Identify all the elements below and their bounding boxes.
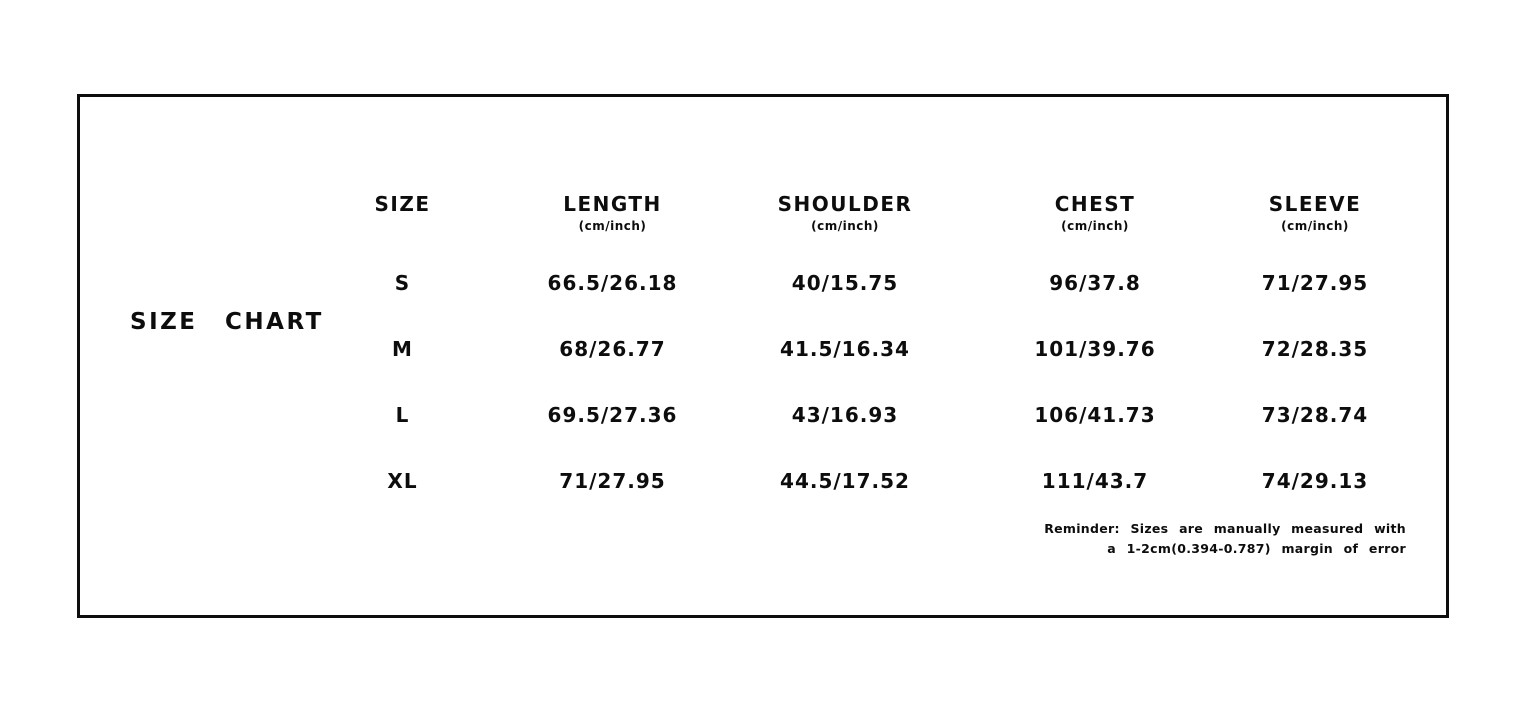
- table-row-m-shoulder: 41.5/16.34: [720, 316, 970, 382]
- column-label: SLEEVE: [1268, 192, 1362, 216]
- table-row-l-size: L: [300, 382, 505, 448]
- chest-value: 111/43.7: [1041, 469, 1149, 493]
- length-value: 68/26.77: [559, 337, 666, 361]
- table-row-l-sleeve: 73/28.74: [1220, 382, 1410, 448]
- shoulder-value: 41.5/16.34: [780, 337, 910, 361]
- sleeve-value: 71/27.95: [1261, 271, 1369, 295]
- table-row-s-sleeve: 71/27.95: [1220, 250, 1410, 316]
- table-row-s-chest: 96/37.8: [970, 250, 1220, 316]
- sleeve-value: 74/29.13: [1261, 469, 1369, 493]
- table-row-m-sleeve: 72/28.35: [1220, 316, 1410, 382]
- column-label: LENGTH: [563, 192, 662, 216]
- page-title: SIZE CHART: [130, 309, 324, 335]
- chest-value: 101/39.76: [1034, 337, 1156, 361]
- table-row-m-size: M: [300, 316, 505, 382]
- column-unit: (cm/inch): [1281, 219, 1349, 233]
- table-row-xl-size: XL: [300, 448, 505, 514]
- size-value: M: [392, 337, 413, 361]
- length-value: 71/27.95: [559, 469, 666, 493]
- table-row-l-chest: 106/41.73: [970, 382, 1220, 448]
- size-value: L: [395, 403, 410, 427]
- shoulder-value: 43/16.93: [791, 403, 899, 427]
- length-value: 66.5/26.18: [547, 271, 678, 295]
- column-header-length: LENGTH (cm/inch): [505, 188, 720, 250]
- table-row-m-chest: 101/39.76: [970, 316, 1220, 382]
- table-row-xl-sleeve: 74/29.13: [1220, 448, 1410, 514]
- shoulder-value: 44.5/17.52: [780, 469, 910, 493]
- column-header-chest: CHEST (cm/inch): [970, 188, 1220, 250]
- table-row-xl-shoulder: 44.5/17.52: [720, 448, 970, 514]
- column-label: SHOULDER: [777, 192, 913, 216]
- table-row-l-length: 69.5/27.36: [505, 382, 720, 448]
- sleeve-value: 73/28.74: [1261, 403, 1369, 427]
- shoulder-value: 40/15.75: [791, 271, 899, 295]
- table-row-m-length: 68/26.77: [505, 316, 720, 382]
- length-value: 69.5/27.36: [547, 403, 678, 427]
- table-row-s-shoulder: 40/15.75: [720, 250, 970, 316]
- table-row-s-length: 66.5/26.18: [505, 250, 720, 316]
- chest-value: 106/41.73: [1034, 403, 1156, 427]
- table-row-xl-chest: 111/43.7: [970, 448, 1220, 514]
- reminder-line-2: a 1-2cm(0.394-0.787) margin of error: [1107, 541, 1406, 556]
- column-header-shoulder: SHOULDER (cm/inch): [720, 188, 970, 250]
- table-row-l-shoulder: 43/16.93: [720, 382, 970, 448]
- sleeve-value: 72/28.35: [1261, 337, 1369, 361]
- column-unit: (cm/inch): [1061, 219, 1129, 233]
- column-header-sleeve: SLEEVE (cm/inch): [1220, 188, 1410, 250]
- table-row-xl-length: 71/27.95: [505, 448, 720, 514]
- column-unit: (cm/inch): [811, 219, 879, 233]
- size-value: XL: [387, 469, 418, 493]
- size-value: S: [394, 271, 411, 295]
- column-label: CHEST: [1054, 192, 1136, 216]
- size-chart-table: SIZE LENGTH (cm/inch) SHOULDER (cm/inch)…: [300, 188, 1410, 514]
- size-chart-frame: [77, 94, 1449, 618]
- reminder-line-1: Reminder: Sizes are manually measured wi…: [1044, 521, 1406, 536]
- column-unit: (cm/inch): [578, 219, 647, 233]
- chest-value: 96/37.8: [1049, 271, 1141, 295]
- column-label: SIZE: [374, 192, 431, 216]
- measurement-reminder-note: Reminder: Sizes are manually measured wi…: [1044, 519, 1406, 559]
- table-row-s-size: S: [300, 250, 505, 316]
- column-header-size: SIZE: [300, 188, 505, 250]
